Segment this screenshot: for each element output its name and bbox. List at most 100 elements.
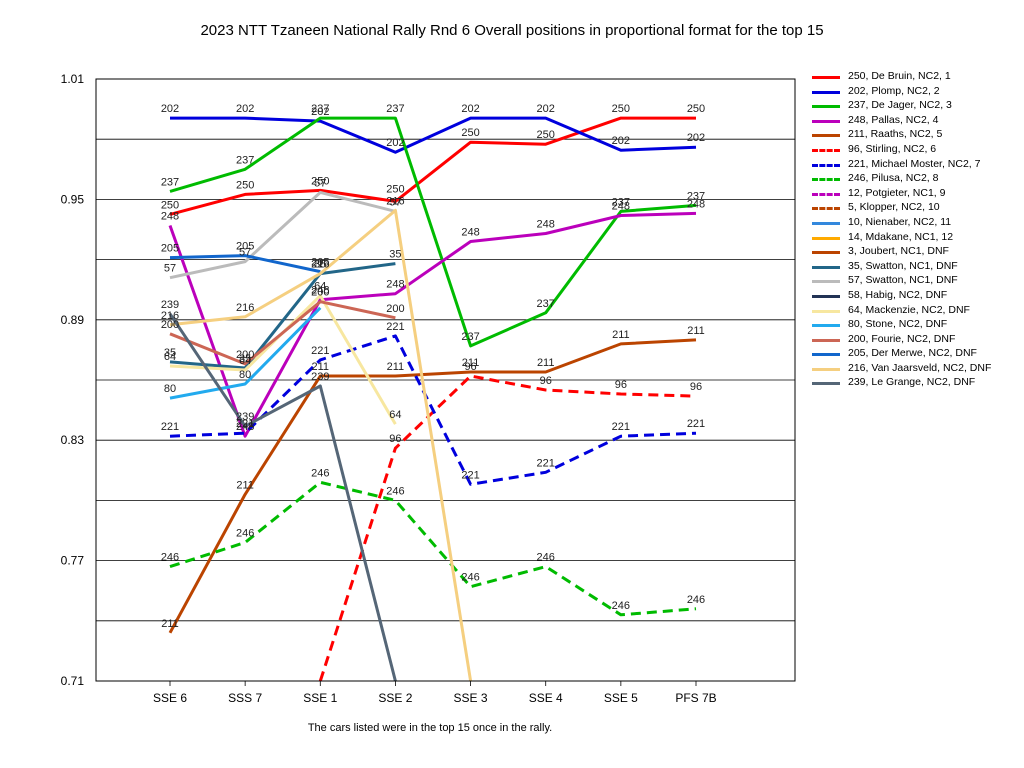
chart-title: 2023 NTT Tzaneen National Rally Rnd 6 Ov…	[200, 22, 824, 39]
data-label-246: 246	[537, 552, 555, 564]
legend-item: 250, De Bruin, NC2, 1	[812, 70, 997, 83]
data-label-250: 250	[612, 103, 630, 115]
data-label-96: 96	[540, 375, 552, 387]
legend-label: 35, Swatton, NC1, DNF	[848, 259, 958, 272]
data-label-246: 246	[311, 467, 329, 479]
legend-swatch	[812, 353, 840, 357]
data-label-246: 246	[161, 552, 179, 564]
legend-swatch	[812, 367, 840, 371]
legend-label: 5, Klopper, NC2, 10	[848, 201, 940, 214]
y-tick-label: 0.77	[61, 554, 85, 568]
series-line-246	[169, 480, 697, 617]
legend-label: 58, Habig, NC2, DNF	[848, 288, 948, 301]
data-label-96: 96	[389, 433, 401, 445]
data-label-35: 35	[314, 259, 326, 271]
data-label-35: 35	[239, 353, 251, 365]
axes: 1.01 0.95 0.89 0.83 0.77 0.71 SSE 6 SSS 7 SSE 1 S…	[61, 72, 796, 705]
legend-swatch	[812, 192, 840, 196]
data-label-216: 216	[236, 302, 254, 314]
x-tick-label: SSE 5	[604, 691, 638, 705]
legend-item: 35, Swatton, NC1, DNF	[812, 260, 997, 273]
data-label-202: 202	[537, 103, 555, 115]
data-label-248: 248	[537, 219, 555, 231]
data-label-202: 202	[461, 103, 479, 115]
data-label-202: 202	[687, 132, 705, 144]
y-tick-label: 0.71	[61, 674, 85, 688]
series-line-211	[168, 338, 697, 634]
data-label-239: 239	[311, 371, 329, 383]
legend-item: 200, Fourie, NC2, DNF	[812, 333, 997, 346]
legend-label: 80, Stone, NC2, DNF	[848, 318, 948, 331]
data-label-250: 250	[461, 127, 479, 139]
legend-label: 221, Michael Moster, NC2, 7	[848, 157, 981, 170]
legend-item: 237, De Jager, NC2, 3	[812, 99, 997, 112]
data-label-221: 221	[161, 421, 179, 433]
data-label-216: 216	[311, 259, 329, 271]
data-label-248: 248	[311, 285, 329, 297]
legend-item: 239, Le Grange, NC2, DNF	[812, 376, 997, 389]
data-label-211: 211	[612, 329, 630, 341]
data-label-248: 248	[461, 227, 479, 239]
legend-label: 10, Nienaber, NC2, 11	[848, 215, 952, 228]
legend-item: 216, Van Jaarsveld, NC2, DNF	[812, 362, 997, 375]
legend-item: 57, Swatton, NC1, DNF	[812, 274, 997, 287]
legend-label: 64, Mackenzie, NC2, DNF	[848, 303, 970, 316]
series-line-200	[169, 300, 396, 366]
legend-swatch	[812, 119, 840, 123]
series-line-237	[169, 116, 697, 348]
data-label-221: 221	[236, 418, 254, 430]
data-label-248: 248	[236, 421, 254, 433]
data-label-57: 57	[239, 247, 251, 259]
data-label-205: 205	[236, 241, 254, 253]
legend-item: 12, Potgieter, NC1, 9	[812, 187, 997, 200]
series-line-205	[169, 254, 321, 274]
x-tick-label: SSE 1	[303, 691, 337, 705]
data-label-237: 237	[537, 298, 555, 310]
data-label-216: 216	[386, 195, 404, 207]
data-label-250: 250	[161, 199, 179, 211]
legend-label: 12, Potgieter, NC1, 9	[848, 186, 946, 199]
data-label-57: 57	[164, 263, 176, 275]
legend-swatch	[812, 309, 840, 313]
data-label-246: 246	[236, 528, 254, 540]
y-tick-label: 0.83	[61, 433, 85, 447]
data-label-237: 237	[612, 196, 630, 208]
series-line-216	[169, 208, 473, 681]
legend-item: 14, Mdakane, NC1, 12	[812, 231, 997, 244]
series-line-248	[168, 211, 697, 438]
legend-item: 205, Der Merwe, NC2, DNF	[812, 347, 997, 360]
data-label-211: 211	[537, 357, 555, 369]
legend-swatch	[812, 148, 840, 152]
data-label-80: 80	[164, 383, 176, 395]
legend-item: 248, Pallas, NC2, 4	[812, 114, 997, 127]
legend-item: 5, Klopper, NC2, 10	[812, 201, 997, 214]
legend-item: 221, Michael Moster, NC2, 7	[812, 158, 997, 171]
legend-label: 205, Der Merwe, NC2, DNF	[848, 347, 977, 360]
legend-swatch	[812, 163, 840, 167]
data-label-200: 200	[161, 319, 179, 331]
data-label-80: 80	[239, 369, 251, 381]
legend-label: 237, De Jager, NC2, 3	[848, 99, 952, 112]
series-line-250	[169, 116, 696, 216]
data-label-250: 250	[236, 179, 254, 191]
plot-frame	[95, 78, 796, 682]
x-tick-label: SSE 2	[378, 691, 412, 705]
data-label-221: 221	[311, 345, 329, 357]
x-tick-label: SSS 7	[228, 691, 262, 705]
series-line-221	[169, 334, 697, 486]
legend-swatch	[812, 382, 840, 386]
data-label-205: 205	[161, 243, 179, 255]
data-label-250: 250	[311, 175, 329, 187]
legend-swatch	[812, 76, 840, 79]
data-label-211: 211	[312, 361, 330, 373]
legend-swatch	[812, 338, 840, 342]
data-label-202: 202	[311, 106, 329, 118]
data-label-211: 211	[387, 361, 405, 373]
legend-label: 57, Swatton, NC1, DNF	[848, 274, 958, 287]
data-label-246: 246	[386, 485, 404, 497]
grid	[96, 78, 795, 682]
legend-swatch	[812, 134, 840, 138]
data-label-221: 221	[537, 457, 555, 469]
data-label-221: 221	[461, 469, 479, 481]
